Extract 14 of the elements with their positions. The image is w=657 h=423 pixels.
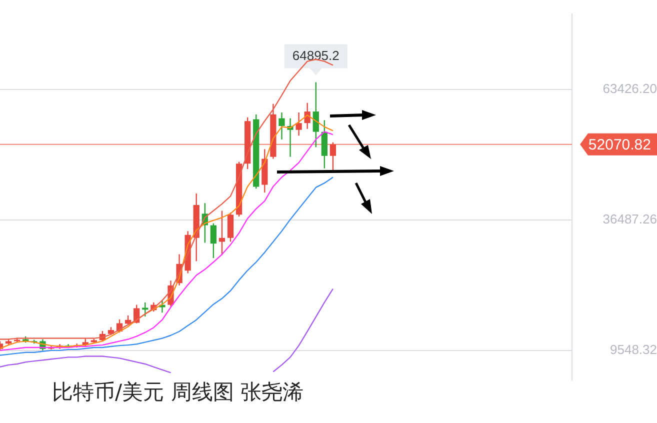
candlestick [278, 112, 285, 140]
text: 比特币/美元 周线图 张尧浠 [52, 379, 304, 406]
candlestick [330, 142, 336, 172]
y-tick-label: 36487.26 [602, 212, 657, 227]
candlestick [218, 210, 226, 256]
candlestick [312, 82, 319, 148]
ref-line-label: 52070.82 [588, 136, 651, 154]
candlestick [296, 112, 302, 136]
y-tick-label: 63426.20 [602, 80, 657, 96]
candlestick [210, 222, 217, 259]
candlestick [142, 302, 148, 318]
annotation: 64895.2 [292, 48, 340, 63]
y-tick-label: 9548.32 [610, 342, 657, 358]
candlestick [227, 212, 234, 242]
